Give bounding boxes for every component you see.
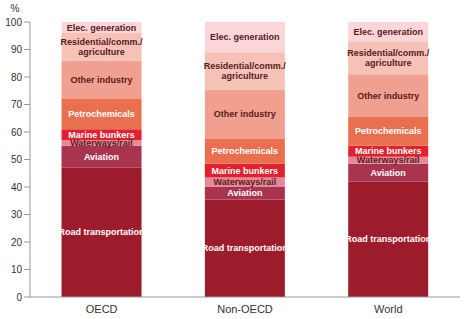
svg-text:Other industry: Other industry — [214, 109, 276, 119]
svg-text:World: World — [374, 303, 403, 315]
svg-text:10: 10 — [11, 264, 23, 275]
svg-text:70: 70 — [11, 99, 23, 110]
svg-text:Waterways/rail: Waterways/rail — [70, 138, 133, 148]
svg-text:30: 30 — [11, 209, 23, 220]
svg-text:90: 90 — [11, 44, 23, 55]
svg-text:Aviation: Aviation — [227, 188, 262, 198]
svg-text:Marine bunkers: Marine bunkers — [212, 166, 279, 176]
svg-text:100: 100 — [8, 17, 22, 28]
svg-text:Waterways/rail: Waterways/rail — [214, 177, 277, 187]
svg-text:Road transportation: Road transportation — [202, 243, 288, 253]
svg-text:Residential/comm./agriculture: Residential/comm./agriculture — [347, 48, 430, 68]
svg-text:Petrochemicals: Petrochemicals — [355, 126, 422, 136]
svg-text:Aviation: Aviation — [371, 168, 406, 178]
svg-text:20: 20 — [11, 237, 23, 248]
svg-text:Petrochemicals: Petrochemicals — [212, 146, 279, 156]
svg-text:40: 40 — [11, 182, 23, 193]
svg-text:Residential/comm./agriculture: Residential/comm./agriculture — [204, 61, 287, 81]
svg-text:Non-OECD: Non-OECD — [217, 303, 273, 315]
svg-text:80: 80 — [11, 72, 23, 83]
svg-text:Elec. generation: Elec. generation — [67, 23, 137, 33]
svg-text:0: 0 — [16, 292, 22, 303]
svg-text:Marine bunkers: Marine bunkers — [68, 130, 135, 140]
svg-text:Other industry: Other industry — [71, 75, 133, 85]
svg-text:Road transportation: Road transportation — [345, 234, 431, 244]
svg-text:%: % — [11, 3, 20, 14]
svg-text:Waterways/rail: Waterways/rail — [357, 155, 420, 165]
svg-text:Road transportation: Road transportation — [59, 227, 145, 237]
svg-text:50: 50 — [11, 154, 23, 165]
svg-text:Marine bunkers: Marine bunkers — [355, 146, 422, 156]
svg-text:Aviation: Aviation — [84, 152, 119, 162]
svg-text:60: 60 — [11, 127, 23, 138]
svg-text:Petrochemicals: Petrochemicals — [68, 109, 135, 119]
svg-text:OECD: OECD — [86, 303, 118, 315]
svg-text:Residential/comm./agriculture: Residential/comm./agriculture — [61, 37, 144, 57]
svg-text:Elec. generation: Elec. generation — [210, 32, 280, 42]
svg-text:Other industry: Other industry — [357, 91, 419, 101]
svg-text:Elec. generation: Elec. generation — [353, 27, 423, 37]
